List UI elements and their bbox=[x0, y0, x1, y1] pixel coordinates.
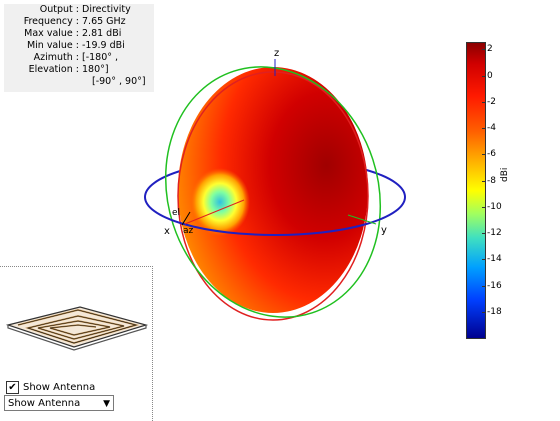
axis-label-y: y bbox=[381, 225, 387, 236]
axis-label-z: z bbox=[274, 48, 279, 59]
colorbar-tickmark bbox=[482, 102, 486, 103]
info-key: Min value : bbox=[26, 40, 79, 51]
info-row-max: Max value : 2.81 dBi bbox=[4, 28, 154, 40]
low-gain-region bbox=[190, 168, 250, 236]
pattern-info-box: Output : Directivity Frequency : 7.65 GH… bbox=[4, 4, 154, 92]
colorbar-tick-label: -6 bbox=[487, 149, 496, 159]
colorbar-tickmark bbox=[482, 286, 486, 287]
show-antenna-checkbox-row[interactable]: ✔ Show Antenna bbox=[6, 381, 95, 394]
info-value: -19.9 dBi bbox=[82, 40, 125, 51]
info-value: 2.81 dBi bbox=[82, 28, 122, 39]
axis-label-x: x bbox=[164, 226, 170, 237]
info-key: Elevation : bbox=[28, 64, 79, 75]
colorbar-tickmark bbox=[482, 207, 486, 208]
info-value: [-90° , 90°] bbox=[92, 76, 146, 87]
colorbar-tick-label: 2 bbox=[487, 44, 493, 54]
info-row-range: [-90° , 90°] bbox=[4, 76, 154, 88]
antenna-preview-panel bbox=[0, 266, 153, 421]
colorbar-tickmark bbox=[482, 76, 486, 77]
colorbar-tick-label: -16 bbox=[487, 281, 502, 291]
show-antenna-label: Show Antenna bbox=[23, 382, 96, 393]
colorbar-tickmark bbox=[482, 181, 486, 182]
colorbar-tick-label: -4 bbox=[487, 123, 496, 133]
spiral-antenna-icon bbox=[5, 306, 149, 351]
colorbar-tickmark bbox=[482, 49, 486, 50]
colorbar-tick-label: 0 bbox=[487, 71, 493, 81]
info-row-output: Output : Directivity bbox=[4, 4, 154, 16]
colorbar-tickmark bbox=[482, 128, 486, 129]
chevron-down-icon: ▼ bbox=[103, 399, 110, 409]
antenna-view-select-value: Show Antenna bbox=[8, 398, 81, 409]
radiation-lobe bbox=[178, 67, 368, 313]
y-axis bbox=[347, 214, 377, 225]
info-row-azimuth: Azimuth : [-180° , bbox=[4, 52, 154, 64]
colorbar-tick-label: -8 bbox=[487, 176, 496, 186]
colorbar-unit-label: dBi bbox=[500, 167, 510, 182]
info-row-min: Min value : -19.9 dBi bbox=[4, 40, 154, 52]
colorbar-tickmark bbox=[482, 233, 486, 234]
antenna-view-select[interactable]: Show Antenna ▼ bbox=[4, 395, 114, 411]
info-key: Azimuth : bbox=[33, 52, 79, 63]
info-value: [-180° , bbox=[82, 52, 119, 63]
colorbar-tick-label: -18 bbox=[487, 307, 502, 317]
info-key: Frequency : bbox=[23, 16, 79, 27]
info-row-elevation: Elevation : 180°] bbox=[4, 64, 154, 76]
colorbar-tickmark bbox=[482, 154, 486, 155]
colorbar-tickmark bbox=[482, 259, 486, 260]
info-value: 7.65 GHz bbox=[82, 16, 126, 27]
colorbar-tick-label: -2 bbox=[487, 97, 496, 107]
info-row-frequency: Frequency : 7.65 GHz bbox=[4, 16, 154, 28]
azimuth-circle-front bbox=[144, 196, 406, 236]
x-axis-red bbox=[184, 199, 245, 225]
info-key: Output : bbox=[39, 4, 79, 15]
axis-label-az: az bbox=[183, 226, 194, 236]
elevation-circle-green bbox=[164, 66, 382, 318]
elevation-circle-red bbox=[177, 71, 369, 321]
colorbar-tick-label: -10 bbox=[487, 202, 502, 212]
colorbar-tick-label: -12 bbox=[487, 228, 502, 238]
colorbar bbox=[466, 42, 486, 339]
colorbar-tick-label: -14 bbox=[487, 254, 502, 264]
axis-label-el: el bbox=[172, 208, 180, 218]
info-key: Max value : bbox=[24, 28, 79, 39]
info-value: 180°] bbox=[82, 64, 109, 75]
origin-stub bbox=[181, 211, 191, 226]
info-value: Directivity bbox=[82, 4, 131, 15]
show-antenna-checkbox[interactable]: ✔ bbox=[6, 381, 19, 394]
colorbar-tickmark bbox=[482, 312, 486, 313]
